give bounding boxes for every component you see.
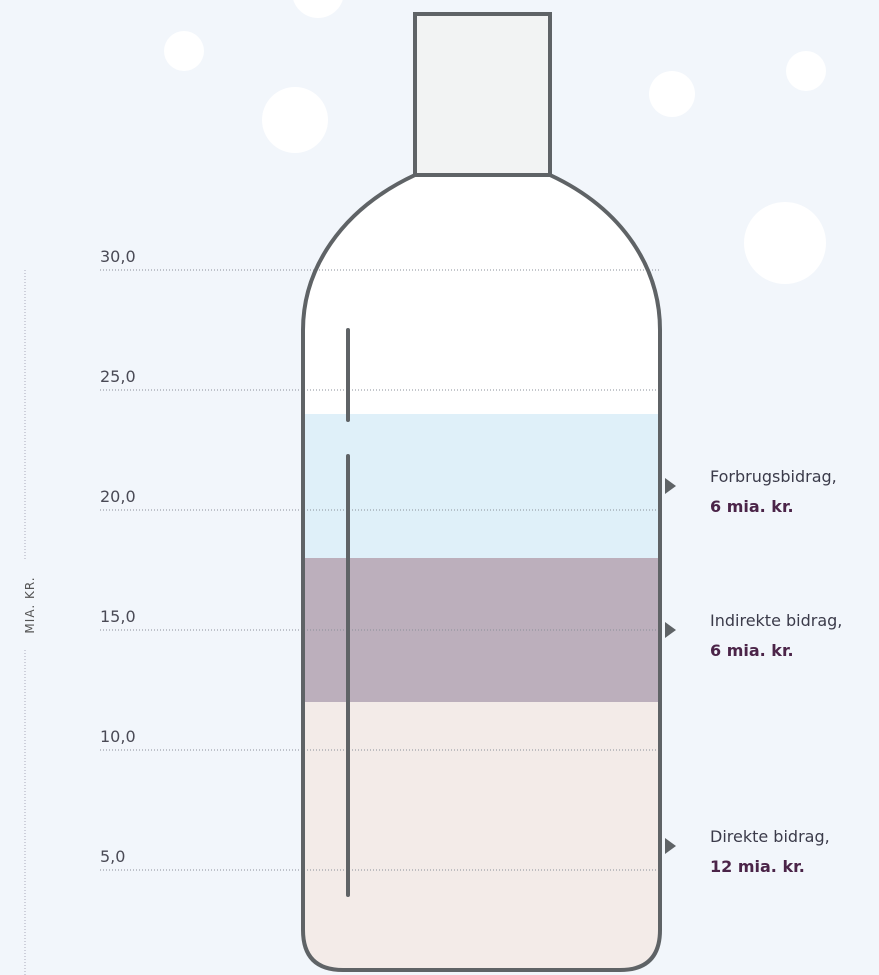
bubble bbox=[262, 87, 328, 153]
y-tick-label: 20,0 bbox=[100, 487, 136, 506]
y-tick-label: 30,0 bbox=[100, 247, 136, 266]
fills bbox=[303, 414, 660, 970]
y-tick-label: 10,0 bbox=[100, 727, 136, 746]
y-tick-label: 5,0 bbox=[100, 847, 125, 866]
segment bbox=[303, 414, 660, 558]
value-label: 6 mia. kr. bbox=[710, 497, 794, 516]
pointer bbox=[665, 478, 676, 494]
y-axis-label: MIA. KR. bbox=[23, 576, 37, 633]
legend-name: Direkte bidrag, bbox=[710, 827, 830, 846]
pointer bbox=[665, 838, 676, 854]
bubble bbox=[744, 202, 826, 284]
y-tick-label: 15,0 bbox=[100, 607, 136, 626]
bubble bbox=[293, 0, 343, 18]
bubble bbox=[164, 31, 204, 71]
y-tick-label: 25,0 bbox=[100, 367, 136, 386]
legend-name: Forbrugsbidrag, bbox=[710, 467, 837, 486]
pointer bbox=[665, 622, 676, 638]
bottle-cap bbox=[413, 12, 552, 177]
grid bbox=[100, 269, 660, 871]
bubble bbox=[786, 51, 826, 91]
value-label: 12 mia. kr. bbox=[710, 857, 805, 876]
bubbles bbox=[164, 0, 826, 284]
legend-name: Indirekte bidrag, bbox=[710, 611, 842, 630]
bubble bbox=[649, 71, 695, 117]
segment bbox=[303, 702, 660, 970]
labels: 5,0 10,0 15,0 20,0 25,0 30,0 Direkte bidrag, 12… bbox=[100, 247, 842, 876]
bottle-outline bbox=[301, 173, 662, 972]
value-label: 6 mia. kr. bbox=[710, 641, 794, 660]
